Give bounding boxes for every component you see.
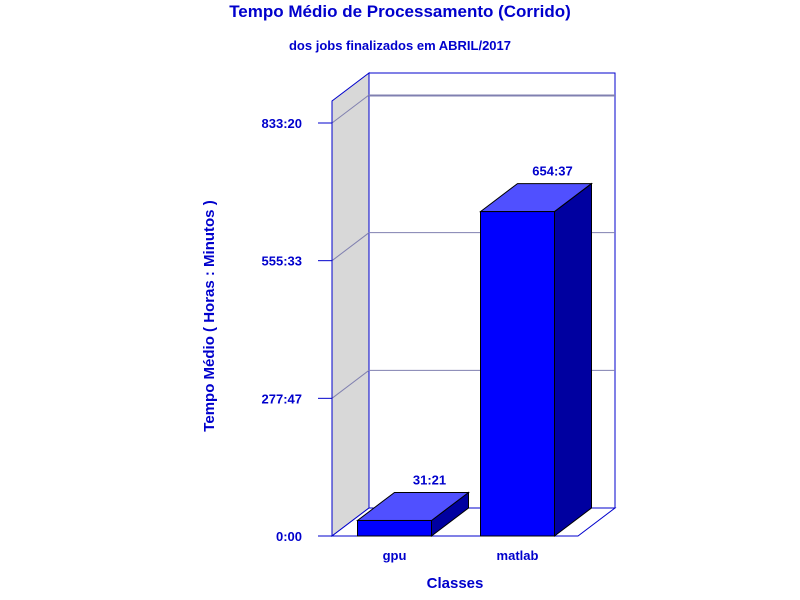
x-tick-label-matlab: matlab — [497, 548, 539, 563]
plot-area: 0:00 277:47 555:33 833:20 31:21 gpu 654:37 matl… — [262, 71, 617, 563]
gridline-wall — [331, 232, 370, 262]
chart-title: Tempo Médio de Processamento (Corrido) — [229, 2, 571, 21]
gridline-wall — [331, 94, 370, 124]
bar-gpu — [357, 519, 432, 537]
x-tick-label-gpu: gpu — [383, 548, 407, 563]
data-label-matlab: 654:37 — [532, 164, 572, 179]
y-tick-label: 555:33 — [262, 254, 302, 269]
left-wall — [331, 71, 370, 538]
y-tick-label: 0:00 — [276, 529, 302, 544]
bar-matlab — [480, 211, 555, 537]
x-axis-label: Classes — [427, 575, 484, 592]
y-axis-label: Tempo Médio ( Horas : Minutos ) — [201, 200, 218, 431]
gridline-wall — [331, 369, 370, 399]
y-tick-label: 833:20 — [262, 116, 302, 131]
bar-side-matlab — [554, 182, 592, 538]
chart-subtitle: dos jobs finalizados em ABRIL/2017 — [289, 38, 511, 53]
data-label-gpu: 31:21 — [413, 472, 446, 487]
y-tick-label: 277:47 — [262, 391, 302, 406]
